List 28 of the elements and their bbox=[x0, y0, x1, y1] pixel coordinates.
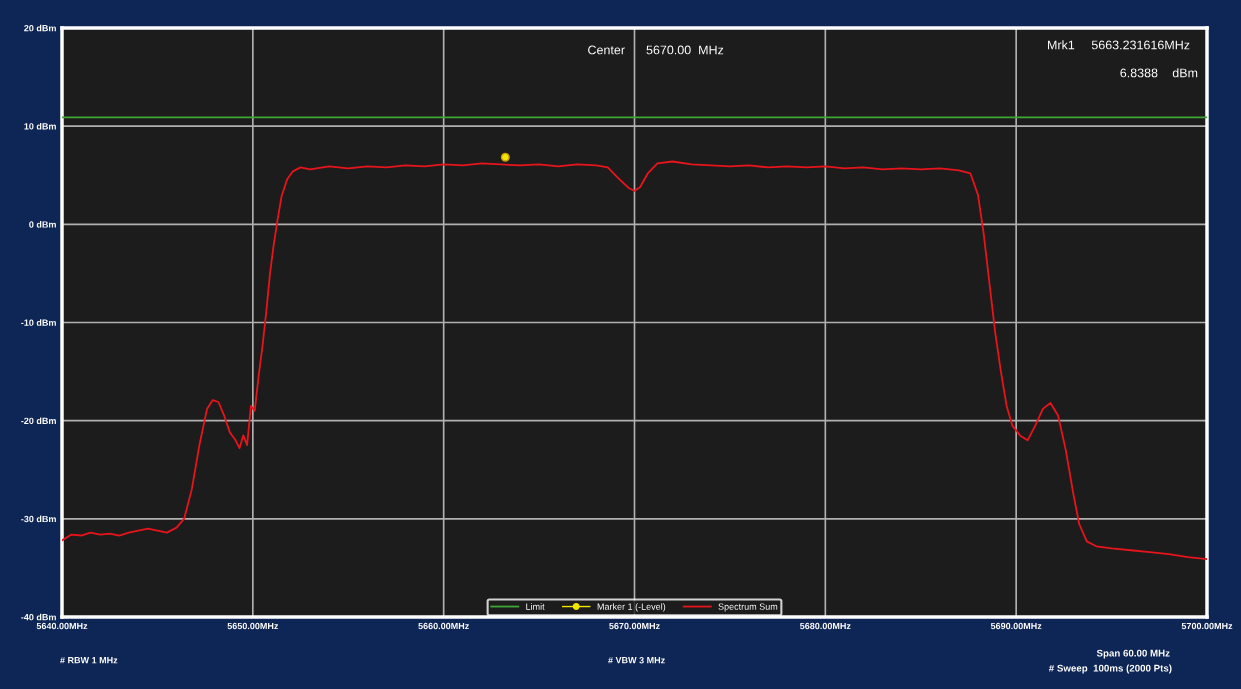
annotation: dBm bbox=[1172, 68, 1198, 78]
legend-label: Marker 1 (-Level) bbox=[597, 603, 666, 612]
y-tick-label: -10 dBm bbox=[21, 319, 56, 326]
x-tick-label: 5640.00MHz bbox=[36, 622, 88, 630]
annotation: 5663.231616MHz bbox=[1091, 40, 1190, 50]
annotation: 6.8388 bbox=[1120, 68, 1158, 78]
x-tick-label: 5690.00MHz bbox=[990, 622, 1042, 630]
line-series bbox=[62, 160, 1207, 560]
y-tick-label: -30 dBm bbox=[21, 515, 56, 523]
x-tick-label: 5670.00MHz bbox=[609, 622, 660, 630]
text: # Sweep 100ms (2000 Pts) bbox=[1048, 664, 1172, 674]
y-tick-label: -40 dBm bbox=[21, 613, 56, 621]
text: Span 60.00 MHz bbox=[1096, 649, 1170, 659]
y-tick-label: 20 dBm bbox=[24, 24, 56, 32]
annotation: Center bbox=[588, 45, 625, 55]
legend-label: Limit bbox=[526, 603, 545, 610]
text: # RBW 1 MHz bbox=[60, 657, 118, 664]
annotation: 5670.00 MHz bbox=[646, 45, 724, 55]
x-tick-label: 5660.00MHz bbox=[418, 622, 469, 630]
y-tick-label: 0 dBm bbox=[29, 221, 56, 228]
y-tick-label: -20 dBm bbox=[21, 417, 56, 425]
y-tick-label: 10 dBm bbox=[24, 122, 56, 130]
legend-label: Spectrum Sum bbox=[718, 603, 778, 612]
x-tick-label: 5680.00MHz bbox=[800, 622, 851, 630]
x-tick-label: 5650.00MHz bbox=[227, 622, 279, 630]
annotation: Mrk1 bbox=[1048, 40, 1075, 50]
text: # VBW 3 MHz bbox=[608, 657, 665, 664]
x-tick-label: 5700.00MHz bbox=[1181, 622, 1233, 630]
